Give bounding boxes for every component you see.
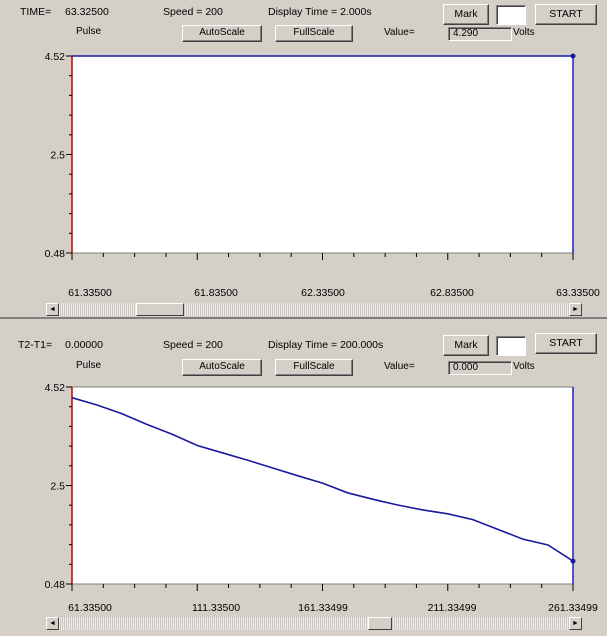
- y-tick-label: 4.52: [45, 382, 66, 394]
- y-tick-label: 2.5: [50, 150, 65, 162]
- scroll-left-button[interactable]: ◄: [46, 617, 59, 630]
- value-readout: 4.290: [448, 27, 512, 41]
- mark-input[interactable]: [496, 5, 526, 25]
- time-diff-value: 0.00000: [65, 339, 103, 351]
- autoscale-button[interactable]: AutoScale: [182, 359, 262, 376]
- y-tick-label: 4.52: [45, 51, 66, 63]
- x-tick-label: 161.33499: [298, 602, 348, 614]
- speed-readout: Speed = 200: [163, 6, 223, 18]
- x-tick-label: 63.33500: [556, 287, 600, 299]
- top-plot: 4.52 2.5 0.48: [45, 51, 576, 260]
- fullscale-button[interactable]: FullScale: [275, 25, 353, 42]
- x-tick-label: 62.33500: [301, 287, 345, 299]
- value-label: Value=: [384, 361, 415, 372]
- scroll-thumb[interactable]: [368, 617, 392, 630]
- y-tick-label: 0.48: [45, 248, 66, 260]
- fullscale-button[interactable]: FullScale: [275, 359, 353, 376]
- unit-label: Volts: [513, 27, 535, 38]
- trace-cursor-dot: [570, 53, 576, 59]
- x-tick-label: 261.33499: [548, 602, 598, 614]
- scroll-right-button[interactable]: ►: [569, 303, 582, 316]
- mark-input[interactable]: [496, 336, 526, 356]
- bottom-plot: 4.52 2.5 0.48: [45, 382, 576, 591]
- time-diff-label: T2-T1=: [18, 339, 53, 351]
- plot-area: [71, 386, 574, 585]
- display-time-readout: Display Time = 2.000s: [268, 6, 372, 18]
- signal-label: Pulse: [76, 360, 102, 371]
- plot-area: [71, 55, 574, 254]
- mark-button[interactable]: Mark: [443, 4, 489, 25]
- start-button[interactable]: START: [535, 4, 597, 25]
- value-label: Value=: [384, 27, 415, 38]
- x-tick-label: 61.83500: [194, 287, 238, 299]
- time-value: 63.32500: [65, 6, 109, 18]
- x-tick-label: 62.83500: [430, 287, 474, 299]
- signal-label: Pulse: [76, 26, 102, 37]
- scroll-right-button[interactable]: ►: [569, 617, 582, 630]
- scroll-left-button[interactable]: ◄: [46, 303, 59, 316]
- y-tick-label: 0.48: [45, 579, 66, 591]
- x-tick-label: 61.33500: [68, 602, 112, 614]
- mark-button[interactable]: Mark: [443, 335, 489, 356]
- value-readout: 0.000: [448, 361, 512, 375]
- time-scrollbar[interactable]: ◄ ►: [46, 617, 582, 630]
- bottom-scope-panel: T2-T1= 0.00000 Speed = 200 Display Time …: [0, 317, 607, 636]
- scroll-thumb[interactable]: [136, 303, 184, 316]
- x-tick-label: 111.33500: [191, 602, 241, 614]
- x-tick-label: 211.33499: [427, 602, 477, 614]
- autoscale-button[interactable]: AutoScale: [182, 25, 262, 42]
- trace-cursor-dot: [570, 558, 576, 564]
- start-button[interactable]: START: [535, 333, 597, 354]
- unit-label: Volts: [513, 361, 535, 372]
- time-scrollbar[interactable]: ◄ ►: [46, 303, 582, 316]
- signal-trace: [71, 396, 574, 562]
- x-tick-label: 61.33500: [68, 287, 112, 299]
- time-label: TIME=: [20, 6, 52, 18]
- y-tick-label: 2.5: [50, 481, 65, 493]
- display-time-readout: Display Time = 200.000s: [268, 339, 384, 351]
- speed-readout: Speed = 200: [163, 339, 223, 351]
- top-scope-panel: TIME= 63.32500 Speed = 200 Display Time …: [0, 0, 607, 317]
